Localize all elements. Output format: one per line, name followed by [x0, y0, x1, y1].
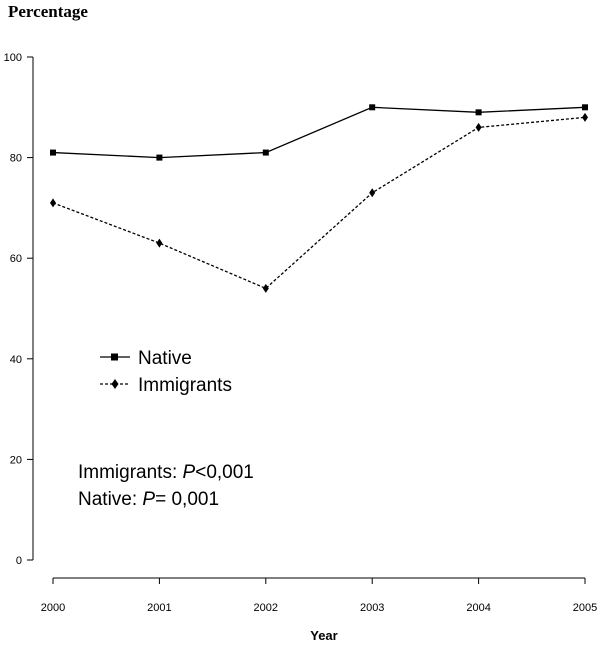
x-axis-ticks: 2000 2001 2002 2003 2004 2005 [41, 578, 597, 614]
y-tick-label: 20 [10, 454, 22, 466]
data-point-native [156, 154, 163, 161]
data-point-immigrants [50, 198, 56, 208]
annotation-native-label: Native: [78, 489, 142, 510]
x-tick-label: 2004 [466, 602, 490, 614]
series-immigrants-line [52, 116, 586, 290]
annotation-immigrants-label: Immigrants: [78, 462, 183, 483]
x-tick-label: 2005 [573, 602, 597, 614]
annotation-native-p: Native: P= 0,001 [78, 489, 219, 510]
data-point-native [262, 149, 269, 156]
series-layer [50, 104, 588, 293]
data-point-native [475, 109, 482, 116]
legend-native-label: Native [138, 348, 192, 369]
legend-immigrants-marker [111, 379, 119, 389]
y-tick-label: 80 [10, 153, 22, 165]
data-point-immigrants [475, 122, 482, 132]
y-tick-label: 60 [10, 253, 22, 265]
data-point-immigrants [369, 188, 376, 198]
x-tick-label: 2002 [254, 602, 278, 614]
annotation-native-p-symbol: P [142, 489, 155, 510]
series-native-line [52, 106, 586, 159]
data-point-native [50, 149, 56, 156]
y-tick-label: 40 [10, 354, 22, 366]
annotation-native-value: = 0,001 [155, 489, 219, 510]
legend-immigrants-label: Immigrants [138, 375, 232, 396]
x-tick-label: 2003 [360, 602, 384, 614]
data-point-immigrants [156, 238, 163, 248]
annotation-immigrants-p: Immigrants: P<0,001 [78, 462, 254, 483]
data-point-native [582, 104, 588, 111]
x-axis-title: Year [310, 628, 337, 643]
data-point-immigrants [262, 283, 269, 293]
annotation-immigrants-p-symbol: P [183, 462, 196, 483]
x-tick-label: 2001 [147, 602, 171, 614]
y-tick-label: 100 [4, 52, 22, 64]
data-point-native [369, 104, 376, 111]
y-tick-label: 0 [16, 555, 22, 567]
legend-native-marker [111, 353, 118, 361]
legend: Native Immigrants [100, 348, 232, 396]
legend-item-immigrants: Immigrants [100, 375, 232, 396]
x-tick-label: 2000 [41, 602, 65, 614]
legend-item-native: Native [100, 348, 192, 369]
data-point-immigrants [582, 112, 588, 122]
annotation-immigrants-value: <0,001 [195, 462, 254, 483]
y-axis-title: Percentage [8, 2, 88, 21]
y-axis-ticks: 0 20 40 60 80 100 [4, 52, 33, 567]
